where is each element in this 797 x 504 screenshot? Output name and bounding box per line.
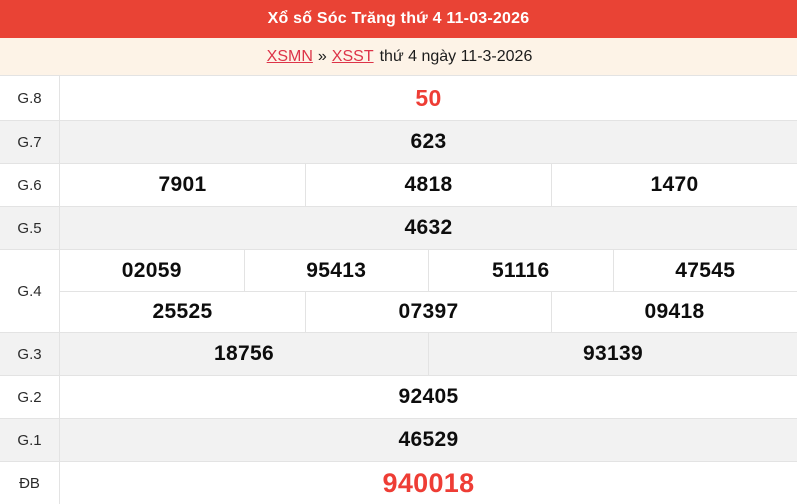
prize-number: 09418 [551, 292, 797, 332]
table-row: G.6 7901 4818 1470 [0, 164, 797, 207]
table-row: ĐB 940018 [0, 462, 797, 504]
prize-number: 4632 [404, 216, 453, 239]
prize-number: 07397 [305, 292, 551, 332]
prize-number: 51116 [428, 250, 613, 291]
prize-number: 7901 [158, 173, 207, 196]
prize-label: G.5 [0, 207, 60, 249]
breadcrumb: XSMN » XSST thứ 4 ngày 11-3-2026 [0, 38, 797, 75]
page-title: Xổ số Sóc Trăng thứ 4 11-03-2026 [267, 10, 530, 27]
table-row: G.4 02059 95413 51116 47545 25525 07397 09418 [0, 250, 797, 333]
prize-number: 50 [415, 84, 442, 111]
prize-number: 18756 [214, 342, 274, 365]
breadcrumb-link-xsmn[interactable]: XSMN [266, 47, 313, 65]
prize-number: 02059 [121, 258, 182, 282]
prize-label: G.6 [0, 164, 60, 206]
table-row: G.7 623 [0, 121, 797, 164]
breadcrumb-link-xsst[interactable]: XSST [331, 47, 374, 65]
prize-number: 25525 [152, 300, 213, 323]
breadcrumb-date-text: thứ 4 ngày 11-3-2026 [379, 47, 533, 65]
table-row: G.3 18756 93139 [0, 333, 797, 376]
prize-label: ĐB [0, 462, 60, 504]
prize-number: 47545 [612, 250, 797, 291]
results-table: G.8 50 G.7 623 G.6 7901 4818 1470 G.5 4632 G.4 0205… [0, 75, 797, 504]
prize-number: 95413 [243, 250, 429, 291]
prize-number: 92405 [398, 385, 459, 408]
prize-label: G.4 [0, 250, 60, 332]
table-row: G.1 46529 [0, 419, 797, 462]
breadcrumb-separator: » [317, 47, 327, 65]
header-bar: Xổ số Sóc Trăng thứ 4 11-03-2026 [0, 0, 797, 38]
prize-label: G.7 [0, 121, 60, 163]
prize-number: 93139 [428, 333, 797, 375]
table-row: G.8 50 [0, 76, 797, 121]
table-row: G.5 4632 [0, 207, 797, 250]
prize-number: 4818 [305, 164, 551, 206]
prize-label: G.1 [0, 419, 60, 461]
prize-number: 623 [410, 130, 447, 153]
prize-number: 1470 [551, 164, 797, 206]
prize-label: G.8 [0, 76, 60, 120]
table-row: G.2 92405 [0, 376, 797, 419]
prize-number: 940018 [382, 468, 475, 498]
prize-label: G.2 [0, 376, 60, 418]
prize-number: 46529 [398, 428, 459, 451]
prize-label: G.3 [0, 333, 60, 375]
